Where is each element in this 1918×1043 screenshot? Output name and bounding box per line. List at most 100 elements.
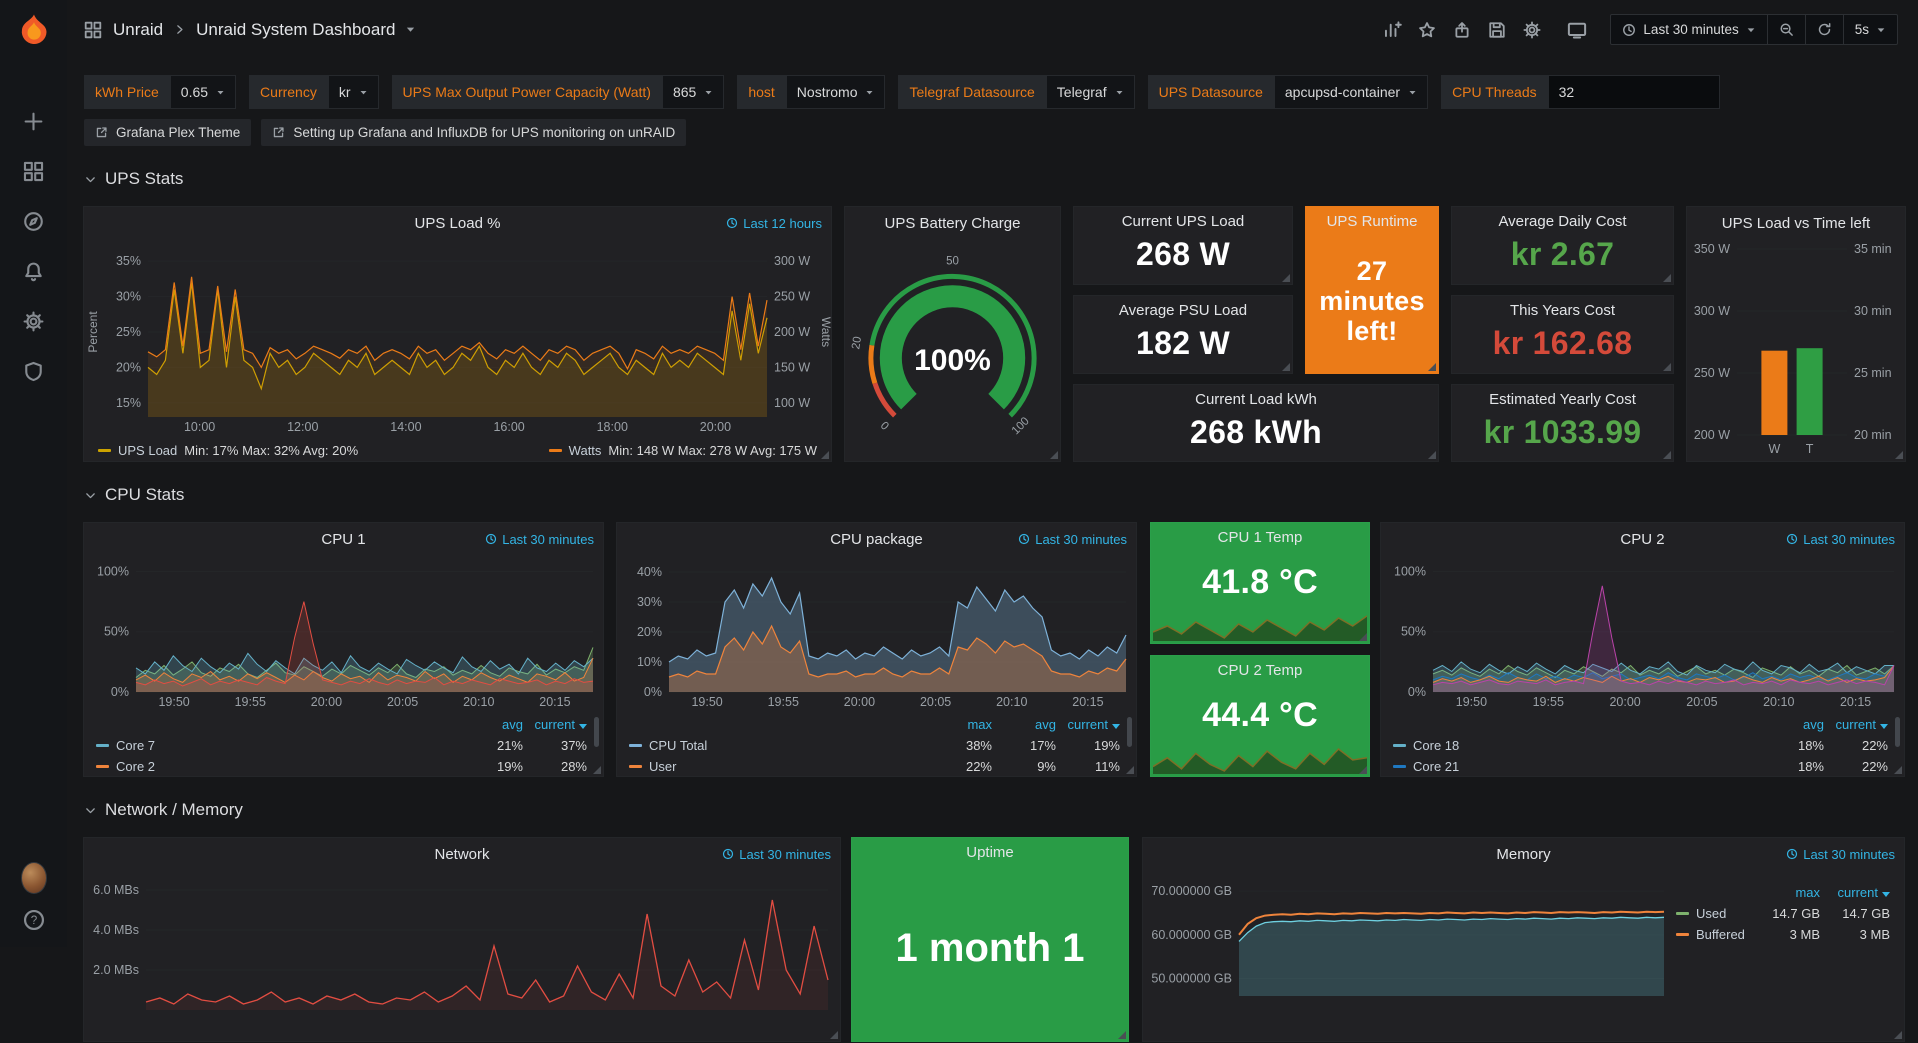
svg-text:20:05: 20:05 [1686,695,1717,709]
battery-gauge[interactable]: 02050100100% [845,239,1060,461]
variable-telegraf-datasource-value[interactable]: Telegraf [1046,75,1135,109]
cpu1-chart[interactable]: 100%50%0%19:5019:5520:0020:0520:1020:15 [84,555,603,712]
help-icon[interactable]: ? [21,907,47,933]
stat-value: 44.4 °C [1151,686,1369,744]
series-toggle[interactable]: Core 21 [1413,759,1459,774]
stat-value: kr 162.68 [1452,320,1673,367]
save-icon[interactable] [1487,20,1507,40]
legend-scrollbar[interactable] [1895,717,1900,747]
svg-text:50%: 50% [104,625,129,639]
svg-text:2.0 MBs: 2.0 MBs [93,963,139,977]
sidebar-item-alerting[interactable] [21,258,47,284]
svg-text:35 min: 35 min [1854,242,1892,256]
share-icon[interactable] [1452,20,1472,40]
dashboard-picker-icon[interactable] [83,20,103,40]
zoom-out-button[interactable] [1767,15,1805,44]
refresh-button[interactable] [1805,15,1843,44]
sidebar-item-plugins[interactable] [21,358,47,384]
svg-text:20:00: 20:00 [844,695,875,709]
svg-text:10%: 10% [637,655,662,669]
svg-text:20:00: 20:00 [1609,695,1640,709]
dashboard-title[interactable]: Unraid System Dashboard [196,20,395,40]
load-vs-time-chart[interactable]: 350 W300 W250 W200 W35 min30 min25 min20… [1687,239,1905,461]
svg-text:19:55: 19:55 [1533,695,1564,709]
svg-text:300 W: 300 W [1694,304,1730,318]
sidebar-item-dashboards[interactable] [21,158,47,184]
svg-text:70.000000 GB: 70.000000 GB [1151,884,1232,898]
svg-text:50%: 50% [1401,625,1426,639]
panel-this-years-cost: This Years Cost kr 162.68 [1451,295,1674,374]
tv-mode-icon[interactable] [1567,20,1587,40]
variable-ups-max-power-value[interactable]: 865 [662,75,724,109]
series-toggle[interactable]: Core 7 [116,738,155,753]
series-toggle[interactable]: UPS Load [118,443,177,458]
series-toggle[interactable]: Buffered [1696,927,1745,942]
variable-cpu-threads: CPU Threads [1441,75,1720,109]
cpu-threads-input[interactable] [1548,75,1720,109]
dashboard: kWh Price 0.65 Currency kr UPS Max Outpu… [67,59,1918,1042]
panel-current-ups-load: Current UPS Load 268 W [1073,206,1293,285]
legend-scrollbar[interactable] [594,717,599,747]
variable-currency: Currency kr [249,75,378,109]
panel-cpu2-temp: CPU 2 Temp 44.4 °C [1150,655,1370,777]
svg-text:100%: 100% [97,564,129,578]
clock-icon [1018,533,1030,545]
legend-row: Used14.7 GB14.7 GB [1676,903,1890,924]
series-toggle[interactable]: CPU Total [649,738,707,753]
svg-text:20%: 20% [637,625,662,639]
network-chart[interactable]: 6.0 MBs4.0 MBs2.0 MBs [84,870,840,1040]
svg-text:40%: 40% [637,565,662,579]
grafana-flame-icon [15,12,53,50]
panel-time-override: Last 12 hours [726,207,822,239]
svg-text:0%: 0% [111,685,129,699]
panel-cpu-package: CPU package Last 30 minutes 40%30%20%10%… [616,522,1137,777]
clock-icon [722,848,734,860]
series-toggle[interactable]: Core 18 [1413,738,1459,753]
dashboard-settings-icon[interactable] [1522,20,1542,40]
variable-kwh-price-value[interactable]: 0.65 [170,75,236,109]
sidebar-item-create[interactable] [21,108,47,134]
title-caret-icon[interactable] [405,24,416,35]
link-grafana-plex-theme[interactable]: Grafana Plex Theme [84,119,251,146]
variable-ups-datasource-value[interactable]: apcupsd-container [1274,75,1428,109]
add-panel-icon[interactable] [1382,20,1402,40]
section-header-network-memory[interactable]: Network / Memory [84,797,1918,823]
caret-down-icon [1408,88,1417,97]
ups-load-chart[interactable]: 35%30%25%20%15%300 W250 W200 W150 W100 W… [84,239,831,437]
user-avatar[interactable] [21,865,47,891]
cpu2-chart[interactable]: 100%50%0%19:5019:5520:0020:0520:1020:15 [1381,555,1904,712]
caret-down-icon [1115,88,1124,97]
cpu-package-chart[interactable]: 40%30%20%10%0%19:5019:5520:0020:0520:102… [617,555,1136,712]
variable-host-value[interactable]: Nostromo [786,75,886,109]
section-network-memory: Network / Memory Network Last 30 minutes… [67,797,1918,1042]
svg-text:T: T [1806,442,1814,456]
memory-chart[interactable]: 70.000000 GB60.000000 GB50.000000 GB [1143,870,1672,1002]
legend-scrollbar[interactable] [1127,717,1132,747]
section-header-ups[interactable]: UPS Stats [84,166,1918,192]
memory-legend: maxcurrent Used14.7 GB14.7 GB Buffered3 … [1672,870,1904,1043]
link-ups-monitoring-guide[interactable]: Setting up Grafana and InfluxDB for UPS … [261,119,686,146]
series-toggle[interactable]: User [649,759,676,774]
clock-icon [1786,533,1798,545]
panel-cpu1-temp: CPU 1 Temp 41.8 °C [1150,522,1370,644]
clock-icon [726,217,738,229]
variable-ups-datasource: UPS Datasource apcupsd-container [1148,75,1428,109]
svg-text:20: 20 [850,336,864,351]
star-icon[interactable] [1417,20,1437,40]
refresh-interval-picker[interactable]: 5s [1843,15,1897,44]
panel-time-override: Last 30 minutes [1786,838,1895,870]
dashboard-links: Grafana Plex Theme Setting up Grafana an… [84,119,1918,146]
zoom-out-icon [1779,22,1794,37]
svg-text:0: 0 [878,420,891,433]
sidebar-item-configuration[interactable] [21,308,47,334]
svg-text:10:00: 10:00 [184,420,215,434]
section-header-cpu[interactable]: CPU Stats [84,482,1918,508]
breadcrumb-app[interactable]: Unraid [113,20,163,40]
series-toggle[interactable]: Core 2 [116,759,155,774]
series-toggle[interactable]: Used [1696,906,1726,921]
variable-currency-value[interactable]: kr [328,75,379,109]
time-range-picker[interactable]: Last 30 minutes [1611,15,1766,44]
series-toggle[interactable]: Watts [569,443,602,458]
sidebar-item-explore[interactable] [21,208,47,234]
grafana-logo[interactable] [15,12,53,50]
